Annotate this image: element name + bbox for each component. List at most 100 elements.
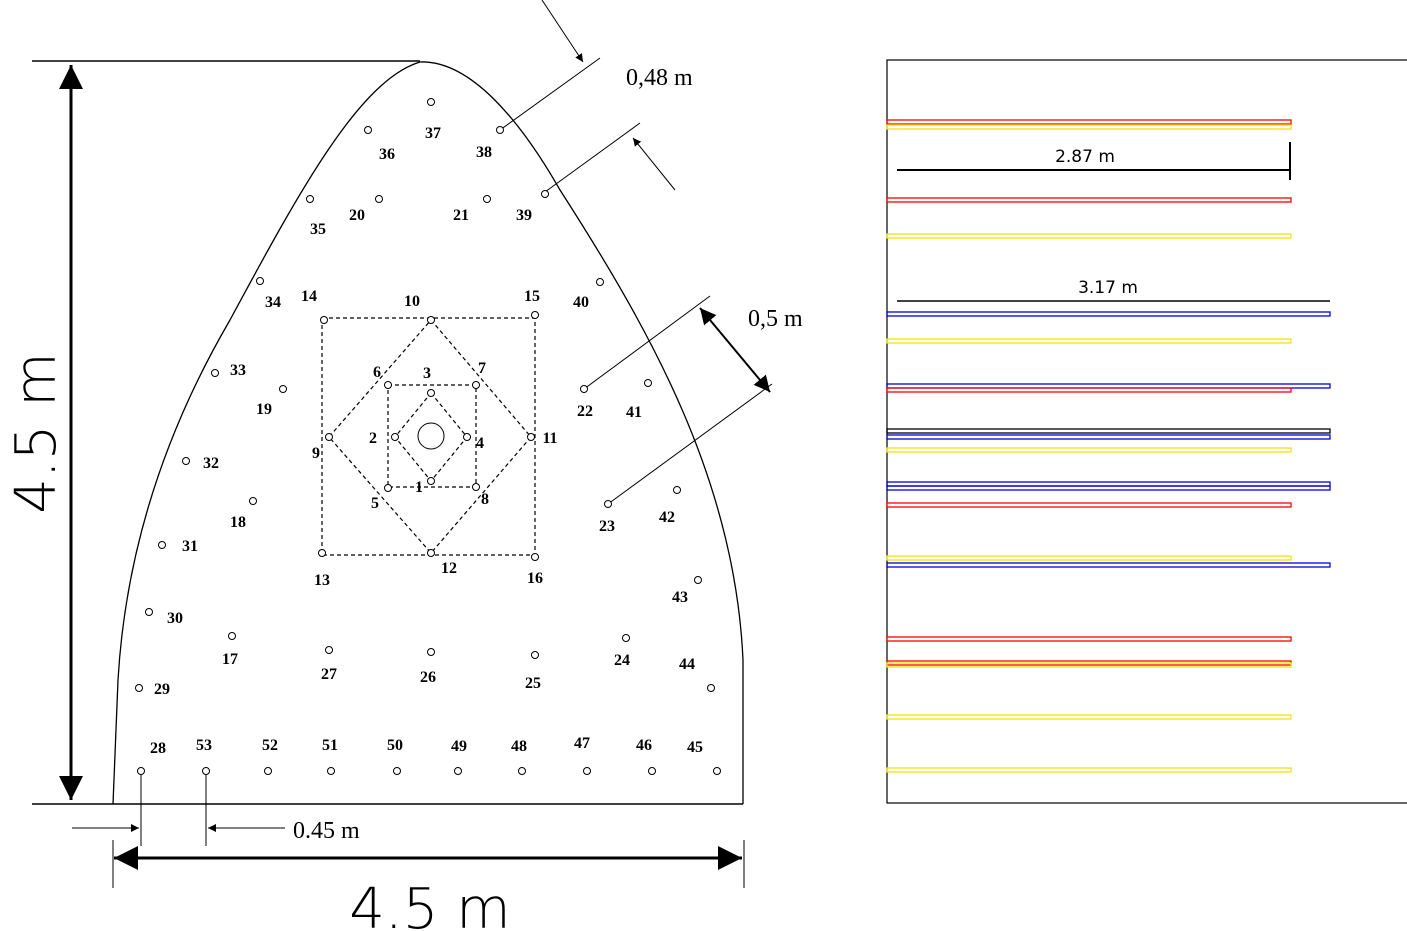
hole-label: 12 bbox=[441, 560, 457, 577]
hole-label: 52 bbox=[262, 737, 278, 754]
hole bbox=[580, 385, 588, 393]
hole-label: 21 bbox=[453, 207, 469, 224]
hole bbox=[648, 767, 656, 775]
hole bbox=[596, 278, 604, 286]
rod bbox=[886, 197, 1292, 203]
hole-label: 53 bbox=[196, 737, 212, 754]
rod bbox=[886, 428, 1331, 434]
hole bbox=[325, 433, 333, 441]
hole-label: 48 bbox=[511, 738, 527, 755]
hole-label: 24 bbox=[614, 652, 630, 669]
hole bbox=[375, 195, 383, 203]
hole-label: 34 bbox=[265, 294, 281, 311]
hole-label: 49 bbox=[451, 738, 467, 755]
hole bbox=[279, 385, 287, 393]
hole bbox=[264, 767, 272, 775]
hole-label: 28 bbox=[150, 740, 166, 757]
side-view bbox=[886, 59, 1407, 804]
hole bbox=[384, 381, 392, 389]
hole bbox=[427, 389, 435, 397]
hole bbox=[427, 98, 435, 106]
hole bbox=[518, 767, 526, 775]
hole bbox=[306, 195, 314, 203]
hole-label: 15 bbox=[524, 288, 540, 305]
hole-label: 50 bbox=[387, 737, 403, 754]
hole bbox=[622, 634, 630, 642]
rod bbox=[886, 502, 1292, 508]
hole bbox=[483, 195, 491, 203]
hole-label: 11 bbox=[542, 430, 557, 447]
hole-label: 41 bbox=[626, 404, 642, 421]
dimension-label: 0.45 m bbox=[293, 818, 360, 844]
dimension-label: 0,5 m bbox=[748, 306, 803, 332]
rod bbox=[886, 338, 1292, 344]
hole-label: 13 bbox=[314, 572, 330, 589]
hole-label: 18 bbox=[230, 514, 246, 531]
rod bbox=[886, 124, 1292, 130]
hole-label: 22 bbox=[577, 403, 593, 420]
hole-label: 14 bbox=[301, 288, 317, 305]
dimension-label: 4.5 m bbox=[4, 352, 69, 513]
hole bbox=[644, 379, 652, 387]
hole bbox=[325, 646, 333, 654]
hole-label: 38 bbox=[476, 144, 492, 161]
hole bbox=[527, 433, 535, 441]
hole-label: 8 bbox=[481, 491, 489, 508]
hole-label: 26 bbox=[420, 669, 436, 686]
hole-label: 44 bbox=[679, 656, 695, 673]
hole-label: 31 bbox=[182, 538, 198, 555]
dimension-label: 0,48 m bbox=[626, 65, 693, 91]
hole bbox=[135, 684, 143, 692]
hole bbox=[427, 477, 435, 485]
hole bbox=[182, 457, 190, 465]
hole-label: 37 bbox=[425, 125, 441, 142]
rod bbox=[886, 662, 1292, 668]
rod bbox=[886, 233, 1292, 239]
rod bbox=[886, 562, 1331, 568]
hole bbox=[427, 549, 435, 557]
hole bbox=[320, 316, 328, 324]
rod bbox=[886, 714, 1292, 720]
hole bbox=[472, 483, 480, 491]
hole bbox=[707, 684, 715, 692]
hole-label: 32 bbox=[203, 455, 219, 472]
hole bbox=[531, 311, 539, 319]
hole-label: 29 bbox=[154, 681, 170, 698]
rod bbox=[886, 485, 1331, 491]
hole bbox=[583, 767, 591, 775]
hole-label: 5 bbox=[371, 495, 379, 512]
rod bbox=[886, 311, 1331, 317]
hole-label: 3 bbox=[423, 365, 431, 382]
hole bbox=[531, 651, 539, 659]
dimension-label: 3.17 m bbox=[1078, 278, 1138, 298]
hole-label: 30 bbox=[167, 610, 183, 627]
hole-label: 2 bbox=[369, 430, 377, 447]
hole bbox=[364, 126, 372, 134]
face-outline bbox=[32, 0, 773, 888]
hole bbox=[249, 497, 257, 505]
hole bbox=[145, 608, 153, 616]
rod bbox=[886, 119, 1292, 125]
hole bbox=[463, 433, 471, 441]
hole bbox=[158, 541, 166, 549]
hole bbox=[384, 484, 392, 492]
hole bbox=[211, 369, 219, 377]
rod bbox=[886, 447, 1292, 453]
hole-label: 42 bbox=[659, 509, 675, 526]
hole bbox=[541, 190, 549, 198]
rod bbox=[886, 434, 1331, 440]
rod bbox=[886, 555, 1292, 561]
hole bbox=[318, 549, 326, 557]
hole-label: 39 bbox=[516, 207, 532, 224]
rod bbox=[886, 387, 1292, 393]
hole-label: 33 bbox=[230, 362, 246, 379]
hole-label: 27 bbox=[321, 666, 337, 683]
hole bbox=[713, 767, 721, 775]
hole-label: 10 bbox=[404, 293, 420, 310]
hole bbox=[427, 648, 435, 656]
hole-label: 4 bbox=[476, 435, 484, 452]
hole bbox=[393, 767, 401, 775]
hole bbox=[327, 767, 335, 775]
